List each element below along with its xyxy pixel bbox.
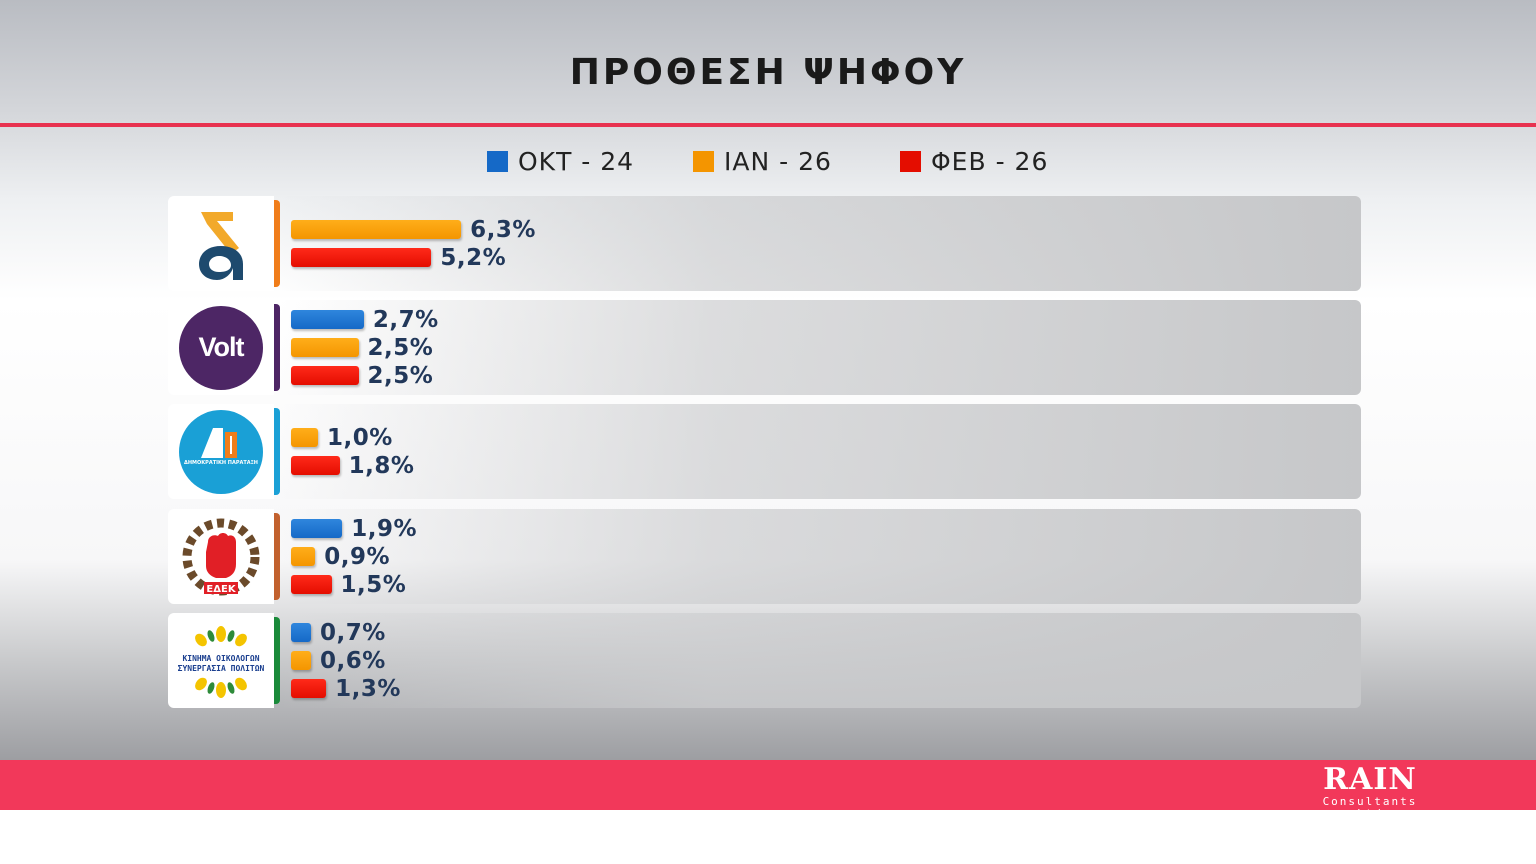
bar-okt24 [291, 519, 343, 538]
ecologists-logo: ΚΙΝΗΜΑ ΟΙΚΟΛΟΓΩΝ ΣΥΝΕΡΓΑΣΙΑ ΠΟΛΙΤΩΝ [168, 613, 274, 708]
bar-ian26 [291, 220, 462, 239]
volt-logo-text: Volt [179, 305, 263, 390]
value-label-feb26: 2,5% [367, 363, 434, 389]
legend-label-okt24: ΟΚΤ - 24 [518, 146, 635, 176]
dipa-icon [201, 427, 237, 458]
value-label-feb26: 1,3% [335, 676, 401, 702]
bar-panel [280, 404, 1361, 499]
value-label-ian26: 2,5% [367, 335, 434, 361]
row-accent [274, 408, 280, 495]
bar-panel [280, 196, 1361, 291]
edek-logo: ΕΔΕΚ [168, 509, 274, 604]
legend-swatch-feb26 [900, 150, 921, 172]
dipa-logo-text: ΔΗΜΟΚΡΑΤΙΚΗ ΠΑΡΑΤΑΞΗ [184, 459, 258, 466]
row-accent [274, 617, 280, 704]
ecologists-logo-line1: ΚΙΝΗΜΑ ΟΙΚΟΛΟΓΩΝ [182, 654, 259, 663]
party-row-edek: ΕΔΕΚ 1,9% 0,9% 1,5% [168, 509, 1361, 604]
party-row-dipa: ΔΗΜΟΚΡΑΤΙΚΗ ΠΑΡΑΤΑΞΗ 1,0% 1,8% [168, 404, 1361, 499]
sunflower-icon: ΚΙΝΗΜΑ ΟΙΚΟΛΟΓΩΝ ΣΥΝΕΡΓΑΣΙΑ ΠΟΛΙΤΩΝ [178, 625, 265, 698]
value-label-ian26: 1,0% [327, 425, 393, 451]
value-label-feb26: 5,2% [440, 245, 507, 271]
party-row-ecologists: ΚΙΝΗΜΑ ΟΙΚΟΛΟΓΩΝ ΣΥΝΕΡΓΑΣΙΑ ΠΟΛΙΤΩΝ 0,7%… [168, 613, 1361, 708]
value-label-okt24: 2,7% [372, 307, 439, 333]
footer-white-strip [0, 810, 1536, 864]
legend-swatch-ian26 [693, 150, 714, 172]
brand-subtitle: Consultants Ltd [1322, 795, 1418, 820]
bar-panel [280, 300, 1361, 395]
bar-feb26 [291, 575, 332, 594]
chart-title: ΠΡΟΘΕΣΗ ΨΗΦΟΥ [569, 52, 967, 93]
alma-icon [199, 211, 243, 280]
value-label-feb26: 1,5% [340, 572, 407, 598]
brand-name: RAIN [1323, 762, 1417, 797]
row-accent [274, 513, 280, 600]
value-label-okt24: 1,9% [351, 516, 418, 542]
footer-band [0, 760, 1536, 810]
bar-panel [280, 509, 1361, 604]
dipa-emblem: ΔΗΜΟΚΡΑΤΙΚΗ ΠΑΡΑΤΑΞΗ [179, 409, 263, 494]
bar-feb26 [291, 456, 340, 475]
volt-logo: Volt [168, 300, 274, 395]
bar-ian26 [291, 547, 316, 566]
bar-ian26 [291, 651, 311, 670]
bar-panel [280, 613, 1361, 708]
value-label-ian26: 0,9% [324, 544, 391, 570]
legend-label-ian26: ΙΑΝ - 26 [724, 146, 832, 176]
edek-logo-text: ΕΔΕΚ [206, 584, 236, 595]
bar-feb26 [291, 679, 327, 698]
dipa-logo: ΔΗΜΟΚΡΑΤΙΚΗ ΠΑΡΑΤΑΞΗ [168, 404, 274, 499]
value-label-ian26: 6,3% [470, 217, 536, 243]
legend-item-ian26: ΙΑΝ - 26 [693, 146, 832, 176]
row-accent [274, 200, 280, 287]
value-label-ian26: 0,6% [320, 648, 386, 674]
legend-item-okt24: ΟΚΤ - 24 [487, 146, 634, 176]
legend-item-feb26: ΦΕΒ - 26 [900, 146, 1048, 176]
bar-feb26 [291, 248, 432, 267]
legend-swatch-okt24 [487, 150, 508, 172]
legend-label-feb26: ΦΕΒ - 26 [931, 146, 1049, 176]
ecologists-logo-line2: ΣΥΝΕΡΓΑΣΙΑ ΠΟΛΙΤΩΝ [178, 664, 265, 673]
rain-consultants-logo: RAIN Consultants Ltd [1308, 764, 1432, 820]
title-divider [0, 123, 1536, 127]
row-accent [274, 304, 280, 391]
bar-ian26 [291, 338, 359, 357]
bar-okt24 [291, 310, 364, 329]
value-label-okt24: 0,7% [320, 620, 386, 646]
party-row-alma: 6,3% 5,2% [168, 196, 1361, 291]
bar-feb26 [291, 366, 359, 385]
party-row-volt: Volt 2,7% 2,5% 2,5% [168, 300, 1361, 395]
bar-okt24 [291, 623, 311, 642]
alma-party-logo [168, 196, 274, 291]
edek-gear-fist-icon: ΕΔΕΚ [182, 518, 260, 595]
value-label-feb26: 1,8% [348, 453, 415, 479]
bar-ian26 [291, 428, 318, 447]
